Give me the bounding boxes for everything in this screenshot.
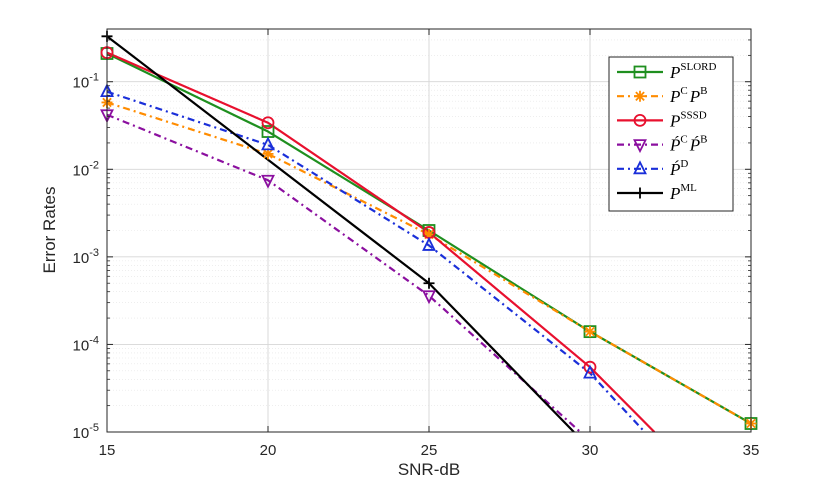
series-line-5 [107,90,646,432]
y-tick-label: 10-3 [73,247,99,267]
legend-marker [633,114,647,127]
y-tick-label: 10-1 [73,72,99,92]
legend-label-5: ṔD [669,158,688,179]
legend-marker [633,139,647,154]
legend-label-1: PSLORD [669,61,717,82]
legend-box [608,56,734,212]
series-line-2 [107,101,751,425]
legend-label-4: ṔC ṔB [669,134,707,155]
data-point-marker [422,236,436,251]
x-tick-label: 20 [260,442,277,459]
data-point-marker [583,364,597,379]
legend-marker [633,65,647,79]
y-tick-label: 10-4 [73,334,99,354]
data-point-marker [422,290,436,305]
x-tick-label: 15 [99,442,116,459]
data-point-marker [261,116,275,130]
legend: PSLORD PC PB PSSSD ṔC ṔB ṔD PML [608,56,734,212]
data-point-marker [423,229,435,241]
y-axis-label: Error Rates [40,187,59,274]
axis-ticks: 10-5 10-4 10-3 10-2 10-1 15 20 25 30 35 [73,28,760,459]
data-point-marker [262,148,274,160]
legend-marker [634,187,646,199]
data-point-marker [584,326,596,338]
x-axis-label: SNR-dB [398,460,460,479]
x-tick-label: 25 [421,442,438,459]
data-point-marker [583,360,597,374]
legend-marker [633,160,647,175]
x-tick-label: 35 [743,442,760,459]
data-point-marker [423,277,435,289]
data-point-marker [261,136,275,151]
y-tick-label: 10-5 [73,422,99,442]
legend-label-2: PC PB [669,85,707,106]
x-tick-label: 30 [582,442,599,459]
legend-label-6: PML [669,182,697,203]
data-point-marker [261,174,275,189]
legend-label-3: PSSSD [669,109,707,130]
series-line-4 [107,113,582,432]
y-tick-label: 10-2 [73,159,99,179]
legend-marker [634,90,646,102]
